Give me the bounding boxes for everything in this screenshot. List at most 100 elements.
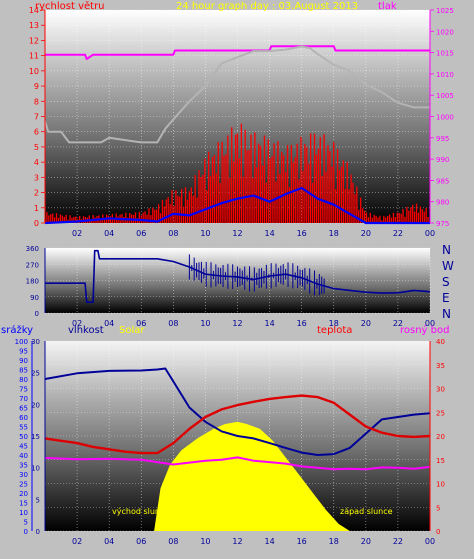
x-tick-label: 06 — [136, 537, 146, 546]
series-gust — [44, 186, 430, 225]
x-tick-label: 20 — [361, 319, 371, 328]
label-wind-speed: rychlost větru — [35, 0, 105, 12]
x-tick-label: 12 — [232, 537, 242, 546]
label-temperature: teplota — [317, 325, 352, 336]
x-tick-label: 02 — [72, 319, 82, 328]
y-tick-label-wind: 7 — [34, 113, 39, 122]
y-tick-label-humidity: 30 — [31, 338, 40, 346]
y-tick-label-temperature: 40 — [436, 338, 445, 346]
y-tick-label-wind: 0 — [34, 219, 39, 228]
y-tick-label-rain: 90 — [19, 357, 28, 365]
y-tick-label-rain: 45 — [19, 443, 28, 451]
label-sunrise: východ slunce — [112, 507, 169, 516]
x-tick-label: 10 — [200, 537, 210, 546]
y-tick-label-rain: 95 — [19, 348, 28, 356]
y-tick-label-rain: 10 — [19, 509, 28, 517]
x-tick-label: 00 — [425, 319, 435, 328]
y-tick-label-direction: 270 — [26, 261, 39, 269]
compass-n-bottom: N — [442, 307, 451, 321]
y-tick-label-rain: 50 — [19, 433, 28, 441]
y-tick-label-rain: 85 — [19, 367, 28, 375]
x-tick-label: 22 — [393, 229, 403, 238]
y-tick-label-rain: 60 — [19, 414, 28, 422]
x-tick-label: 08 — [168, 229, 178, 238]
y-tick-label-rain: 30 — [19, 471, 28, 479]
series-pressure — [45, 45, 430, 60]
x-tick-label: 14 — [264, 319, 274, 328]
y-tick-label-humidity: 5 — [36, 496, 40, 504]
y-tick-label-pressure: 980 — [436, 199, 449, 207]
x-tick-label: 22 — [393, 319, 403, 328]
x-tick-label: 18 — [329, 537, 339, 546]
x-tick-label: 02 — [72, 229, 82, 238]
x-tick-label: 18 — [329, 229, 339, 238]
y-tick-label-wind: 3 — [34, 173, 39, 182]
y-tick-label-rain: 0 — [24, 528, 28, 536]
x-tick-label: 16 — [297, 537, 307, 546]
x-tick-label: 12 — [232, 229, 242, 238]
y-tick-label-direction: 0 — [35, 310, 39, 318]
x-tick-label: 08 — [168, 319, 178, 328]
y-tick-label-rain: 35 — [19, 462, 28, 470]
x-tick-label: 10 — [200, 319, 210, 328]
x-tick-label: 06 — [136, 229, 146, 238]
label-dew-point: rosný bod — [400, 324, 449, 336]
y-tick-label-wind: 9 — [34, 82, 39, 91]
y-tick-label-rain: 75 — [19, 386, 28, 394]
y-tick-label-rain: 5 — [24, 519, 28, 527]
y-tick-label-temperature: 30 — [436, 386, 445, 394]
series-temperature — [44, 394, 431, 455]
y-tick-label-wind: 6 — [34, 128, 39, 137]
y-tick-label-wind: 2 — [34, 189, 39, 198]
x-tick-label: 12 — [232, 319, 242, 328]
x-tick-label: 18 — [329, 319, 339, 328]
label-solar: Solar — [119, 325, 145, 336]
y-tick-label-temperature: 5 — [436, 504, 440, 512]
y-tick-label-rain: 25 — [19, 481, 28, 489]
x-tick-label: 14 — [264, 229, 274, 238]
y-tick-label-rain: 80 — [19, 376, 28, 384]
y-tick-label-rain: 70 — [19, 395, 28, 403]
x-tick-label: 20 — [361, 537, 371, 546]
x-tick-label: 04 — [104, 319, 114, 328]
y-tick-label-pressure: 995 — [436, 135, 449, 143]
y-tick-label-rain: 55 — [19, 424, 28, 432]
chart-title: 24 hour graph day : 03.August 2013 — [176, 1, 358, 12]
series-gray — [44, 45, 430, 144]
y-tick-label-rain: 65 — [19, 405, 28, 413]
y-tick-label-pressure: 1010 — [436, 71, 454, 79]
x-tick-label: 04 — [104, 229, 114, 238]
y-tick-label-pressure: 1025 — [436, 7, 454, 15]
y-tick-label-pressure: 990 — [436, 156, 449, 164]
compass-n-top: N — [442, 243, 451, 257]
x-tick-label: 16 — [297, 319, 307, 328]
label-sunset: západ slunce — [340, 507, 393, 516]
y-tick-label-direction: 180 — [26, 278, 39, 286]
y-tick-label-pressure: 985 — [436, 177, 449, 185]
y-tick-label-rain: 15 — [19, 500, 28, 508]
x-tick-label: 06 — [136, 319, 146, 328]
y-tick-label-humidity: 0 — [36, 528, 40, 536]
x-tick-label: 22 — [393, 537, 403, 546]
series-dew-point — [44, 456, 431, 471]
label-rain: srážky — [1, 324, 33, 336]
y-tick-label-direction: 90 — [30, 294, 39, 302]
y-tick-label-direction: 360 — [26, 245, 39, 253]
y-tick-label-temperature: 20 — [436, 433, 445, 441]
y-tick-label-pressure: 1000 — [436, 114, 454, 122]
x-tick-label: 00 — [425, 229, 435, 238]
y-tick-label-temperature: 25 — [436, 409, 445, 417]
compass-w: W — [442, 259, 454, 273]
y-tick-label-wind: 13 — [29, 21, 39, 30]
y-tick-label-wind: 1 — [34, 204, 39, 213]
y-tick-label-humidity: 25 — [31, 370, 40, 378]
compass-s: S — [442, 275, 450, 289]
y-tick-label-pressure: 1020 — [436, 28, 454, 36]
label-humidity: vlhkost — [68, 325, 104, 336]
x-tick-label: 08 — [168, 537, 178, 546]
y-tick-label-wind: 14 — [29, 6, 39, 15]
series-wind-direction — [45, 249, 431, 303]
y-tick-label-pressure: 975 — [436, 220, 449, 228]
y-tick-label-wind: 4 — [34, 158, 39, 167]
